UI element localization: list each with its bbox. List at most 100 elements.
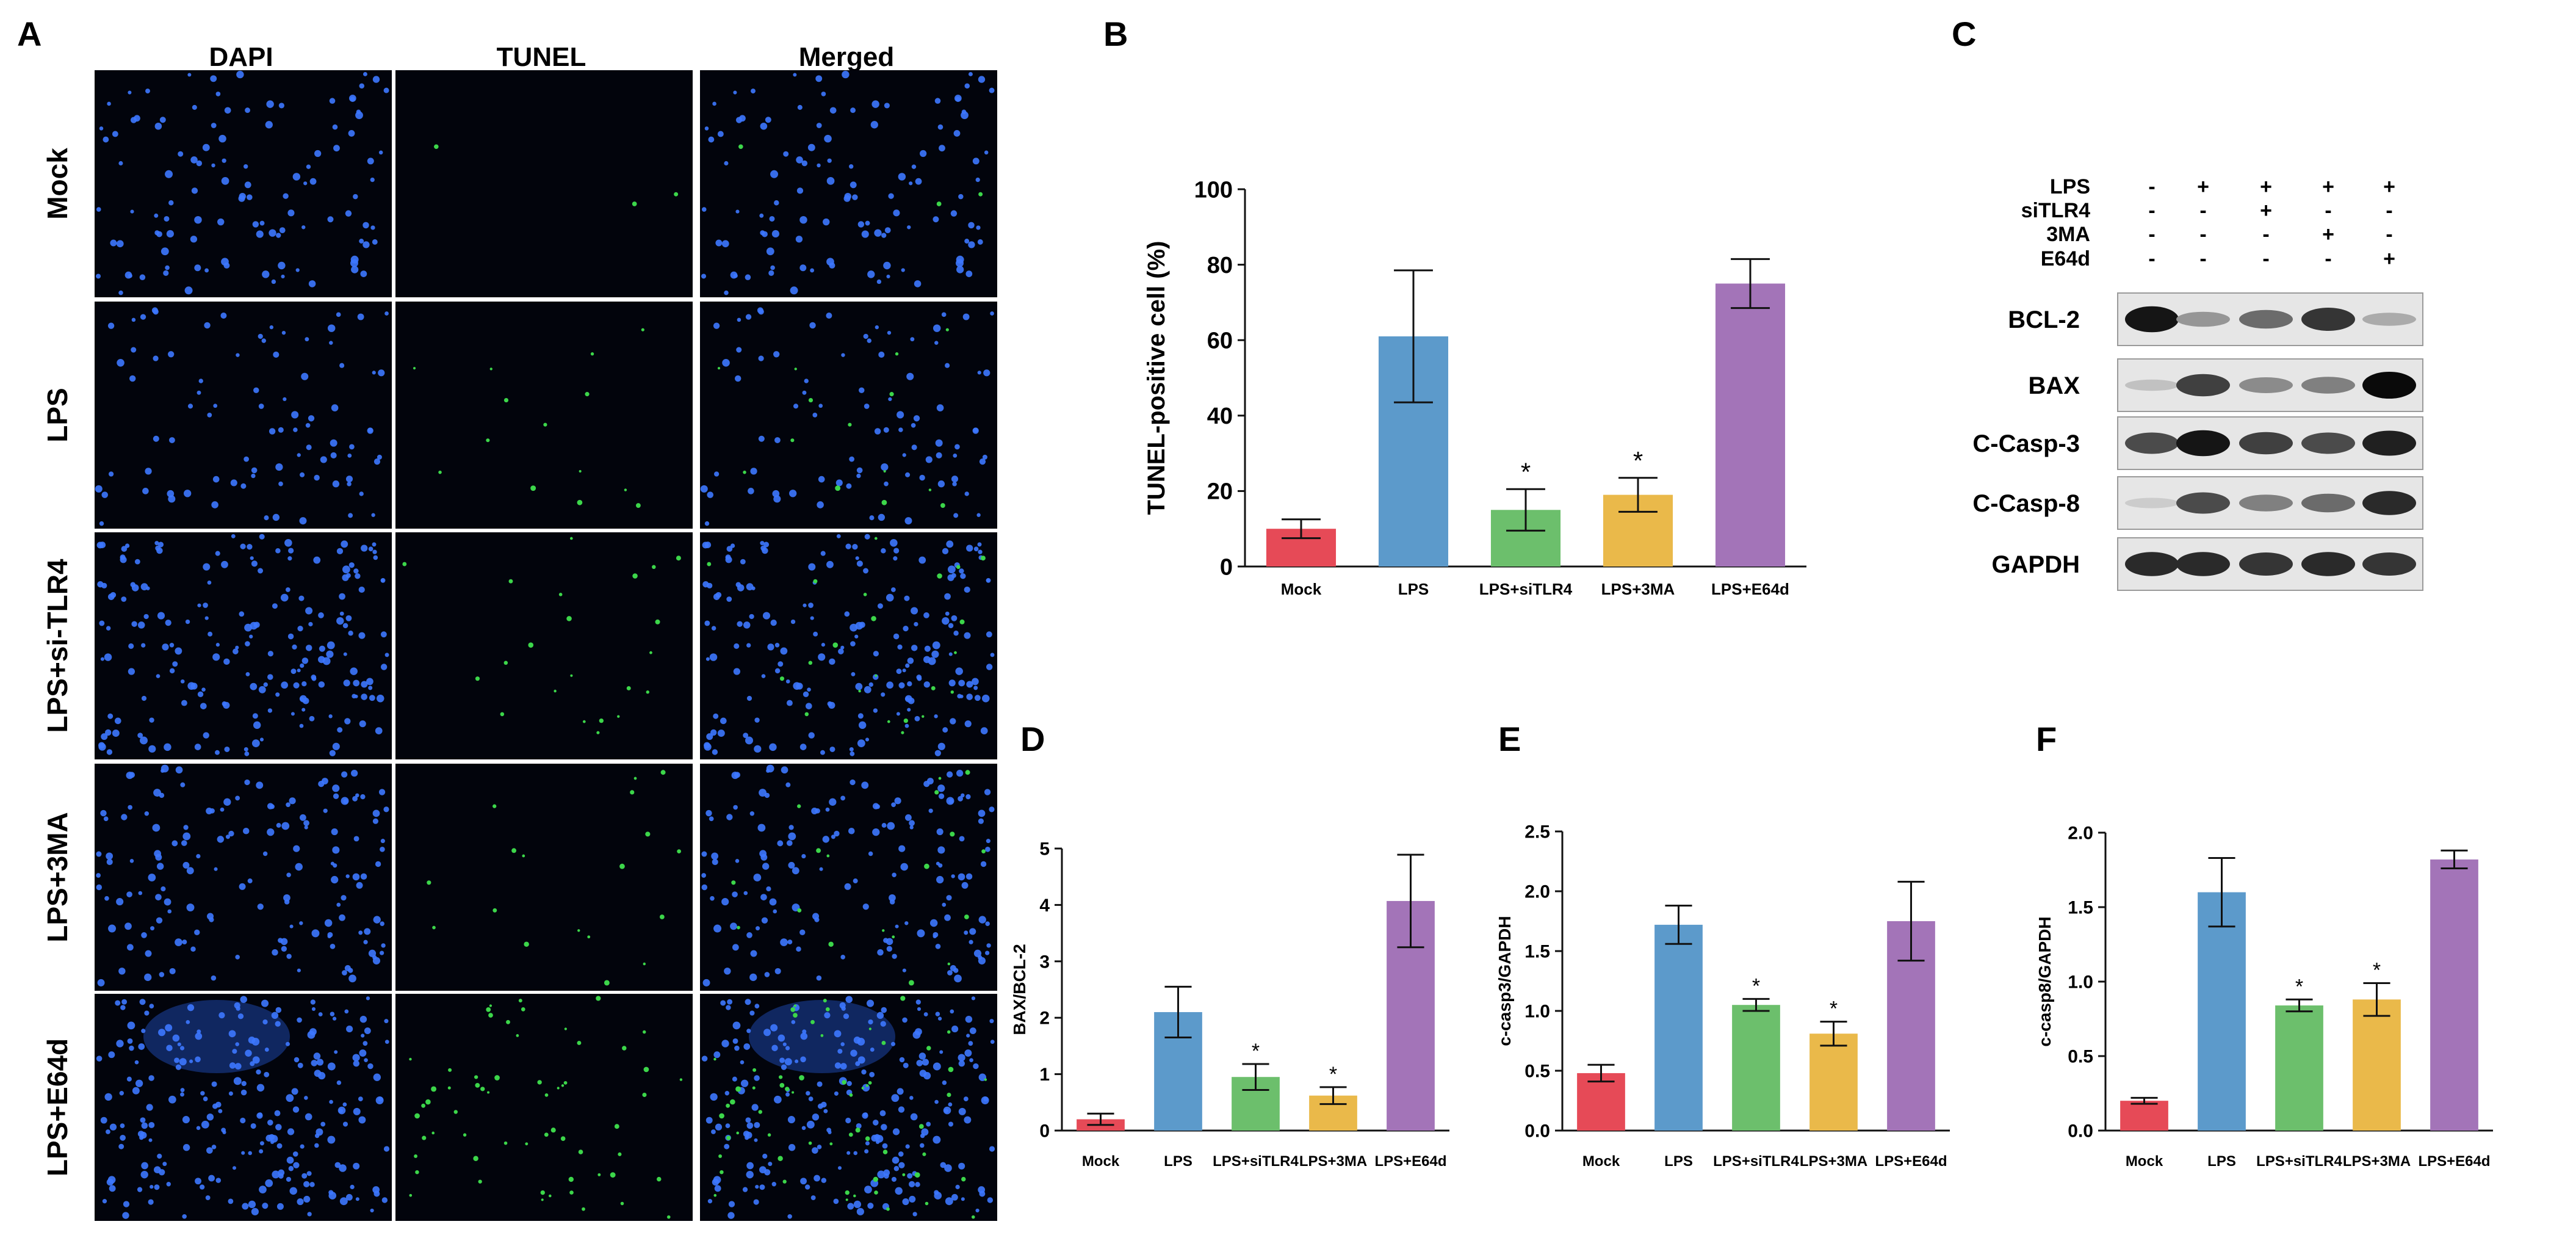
y-tick-label: 60 — [1207, 328, 1233, 354]
micrograph-lps-si-tlr4-tunel — [395, 532, 693, 759]
blot-band — [2125, 432, 2179, 454]
blot-band — [2125, 306, 2179, 333]
significance-marker: * — [2295, 975, 2303, 998]
y-tick-label: 0.5 — [1524, 1062, 1550, 1082]
condition-sign: - — [2325, 199, 2331, 222]
bar-mock — [2120, 1101, 2168, 1131]
y-tick-label: 100 — [1194, 177, 1233, 203]
blot-band — [2176, 552, 2230, 576]
y-tick-label: 2.0 — [2068, 824, 2093, 844]
x-tick-label: LPS+siTLR4 — [2256, 1153, 2342, 1170]
y-axis-label: TUNEL-positive cell (%) — [1143, 241, 1170, 515]
panel-c-western-blot: LPS - + + + +siTLR4- - + - -3MA - - - + -E64d - - - - + BCL… — [1972, 175, 2423, 591]
x-tick-label: LPS+siTLR4 — [1479, 580, 1573, 598]
significance-marker: * — [1252, 1040, 1260, 1063]
micrograph-lps-merged — [700, 302, 997, 529]
significance-marker: * — [1521, 457, 1531, 486]
blot-band — [2362, 372, 2416, 399]
y-tick-label: 0 — [1220, 554, 1233, 580]
significance-marker: * — [1329, 1063, 1337, 1086]
blot-label-c-casp-8: C-Casp-8 — [1972, 490, 2080, 517]
blot-strip-c-casp-3 — [2117, 416, 2423, 470]
condition-sign: - — [2325, 247, 2331, 270]
x-tick-label: LPS — [1398, 580, 1429, 598]
blot-band — [2176, 430, 2230, 457]
condition-label-sitlr4: siTLR4 — [2021, 199, 2090, 222]
significance-marker: * — [1830, 997, 1838, 1021]
y-axis-label: BAX/BCL-2 — [1010, 944, 1029, 1035]
panel-a-micrographs: DAPI TUNEL Merged Mock LPS LPS+si-TLR4 LPS+… — [41, 42, 997, 1221]
x-tick-label: LPS+E64d — [1374, 1153, 1446, 1170]
blot-strip-bax — [2117, 358, 2423, 412]
y-tick-label: 2.0 — [1524, 882, 1550, 902]
bar-lps — [1654, 924, 1703, 1131]
y-tick-label: 3 — [1039, 952, 1050, 972]
y-tick-label: 0.0 — [1524, 1121, 1550, 1142]
panel-c-letter: C — [1952, 15, 1976, 53]
row-label-lps-si-tlr4: LPS+si-TLR4 — [41, 559, 73, 733]
condition-sign: + — [2260, 199, 2272, 222]
blot-band — [2362, 552, 2416, 576]
significance-marker: * — [1633, 446, 1643, 475]
y-axis-label: c-casp3/GAPDH — [1495, 916, 1514, 1046]
bar-mock — [1577, 1073, 1625, 1131]
x-tick-label: LPS — [1164, 1153, 1192, 1170]
blot-band — [2176, 492, 2230, 514]
blot-band — [2176, 374, 2230, 397]
condition-sign: - — [2262, 247, 2269, 270]
condition-label-3ma: 3MA — [2046, 223, 2090, 246]
blot-band — [2176, 311, 2230, 327]
condition-label-lps: LPS — [2050, 175, 2090, 198]
condition-sign: - — [2199, 247, 2206, 270]
blot-band — [2301, 493, 2355, 513]
y-tick-label: 5 — [1039, 839, 1050, 860]
x-tick-label: LPS+3MA — [1800, 1153, 1867, 1170]
condition-sign: - — [2199, 199, 2206, 222]
y-tick-label: 0.0 — [2068, 1121, 2093, 1142]
significance-marker: * — [2373, 958, 2381, 982]
panel-a-letter: A — [17, 15, 41, 53]
row-label-lps-3ma: LPS+3MA — [41, 812, 73, 942]
y-tick-label: 1.0 — [2068, 972, 2093, 993]
chart-d-bax-bcl2: 0 1 2 3 4 5 BAX/BCL-2 Mock LPS * LPS+siTLR4 * LPS+3M… — [1010, 839, 1449, 1170]
x-tick-label: Mock — [1582, 1153, 1620, 1170]
blot-band — [2301, 432, 2355, 454]
micrograph-lps-3ma-merged — [700, 764, 997, 991]
y-tick-label: 2.5 — [1524, 822, 1550, 842]
x-tick-label: LPS+3MA — [2343, 1153, 2411, 1170]
y-tick-label: 1.5 — [2068, 898, 2093, 918]
micrograph-lps-si-tlr4-merged — [700, 532, 997, 759]
condition-sign: - — [2262, 223, 2269, 246]
y-tick-label: 2 — [1039, 1008, 1050, 1029]
col-label-dapi: DAPI — [209, 42, 273, 72]
blot-strip-c-casp-8 — [2117, 476, 2423, 530]
blot-band — [2125, 552, 2179, 576]
micrograph-lps-si-tlr4-dapi — [95, 532, 392, 759]
blot-strip-bcl-2 — [2117, 292, 2423, 346]
condition-label-e64d: E64d — [2041, 247, 2090, 270]
chart-b-tunel-positive: 0 20 40 60 80 100 TUNEL-positive cell (%) Mock L… — [1143, 177, 1806, 598]
panel-b-letter: B — [1103, 15, 1128, 53]
blot-band — [2362, 491, 2416, 515]
bar-lps — [2198, 892, 2246, 1131]
blot-band — [2239, 432, 2293, 455]
blot-band — [2239, 377, 2293, 393]
micrograph-lps-3ma-tunel — [395, 764, 693, 991]
chart-f-c-casp8: 0.0 0.5 1.0 1.5 2.0 c-casp8/GAPDH Mock LPS * LPS+… — [2035, 824, 2493, 1170]
bar-lps-3ma — [1809, 1033, 1858, 1131]
blot-band — [2125, 498, 2179, 509]
y-tick-label: 20 — [1207, 479, 1233, 505]
x-tick-label: Mock — [1082, 1153, 1120, 1170]
y-tick-label: 1 — [1039, 1065, 1050, 1085]
micrograph-lps-e64d-tunel — [395, 994, 693, 1221]
blot-band — [2239, 310, 2293, 329]
condition-sign: + — [2197, 175, 2209, 198]
condition-sign: + — [2383, 247, 2395, 270]
x-tick-label: Mock — [2126, 1153, 2163, 1170]
condition-sign: - — [2148, 199, 2155, 222]
micrograph-lps-3ma-dapi — [95, 764, 392, 991]
micrograph-lps-e64d-merged — [700, 994, 997, 1221]
bar-lps-e64d — [1715, 283, 1786, 567]
row-label-mock: Mock — [41, 148, 73, 220]
